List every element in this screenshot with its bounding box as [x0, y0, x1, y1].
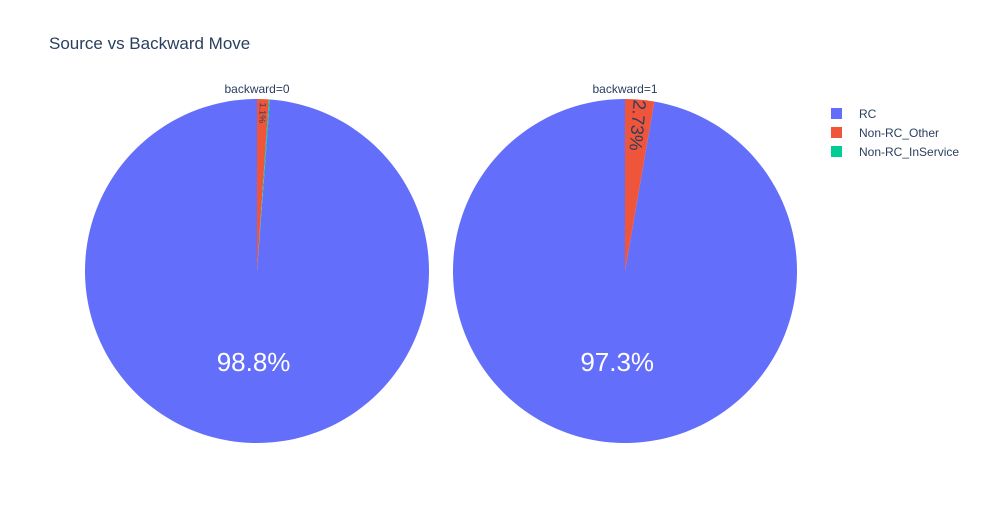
pie-slice-label-rc-0: 98.8%	[217, 347, 291, 377]
pie-slice-label-non-rc-other-1: 2.73%	[625, 99, 649, 152]
pie-slice-rc-0[interactable]	[84, 99, 429, 443]
pie-slice-non-rc-other-0[interactable]	[257, 99, 269, 271]
pie-backward-0: 98.8% 1.1% backward=0	[84, 82, 429, 443]
pie-slice-label-rc-1: 97.3%	[580, 347, 654, 377]
chart-title: Source vs Backward Move	[49, 34, 251, 53]
legend: RC Non-RC_Other Non-RC_InService	[828, 104, 978, 161]
legend-label-non-rc-inservice: Non-RC_InService	[859, 144, 960, 159]
pie-slice-non-rc-other-1[interactable]	[625, 99, 655, 271]
pie-subplot-label-0: backward=0	[224, 82, 289, 96]
legend-label-rc: RC	[859, 106, 877, 121]
pie-slice-non-rc-inservice-0[interactable]	[257, 99, 270, 272]
legend-item-non-rc-other[interactable]: Non-RC_Other	[828, 123, 978, 142]
pie-slice-label-non-rc-other-0: 1.1%	[257, 102, 268, 123]
legend-swatch-rc	[831, 108, 842, 119]
legend-swatch-non-rc-inservice	[831, 146, 842, 157]
pie-backward-1: 97.3% 2.73% backward=1	[453, 82, 798, 444]
legend-item-rc[interactable]: RC	[828, 104, 978, 123]
legend-item-non-rc-inservice[interactable]: Non-RC_InService	[828, 142, 978, 161]
pie-slice-rc-1[interactable]	[453, 99, 798, 444]
pie-subplot-label-1: backward=1	[592, 82, 657, 96]
legend-label-non-rc-other: Non-RC_Other	[859, 125, 940, 140]
legend-swatch-non-rc-other	[831, 127, 842, 138]
